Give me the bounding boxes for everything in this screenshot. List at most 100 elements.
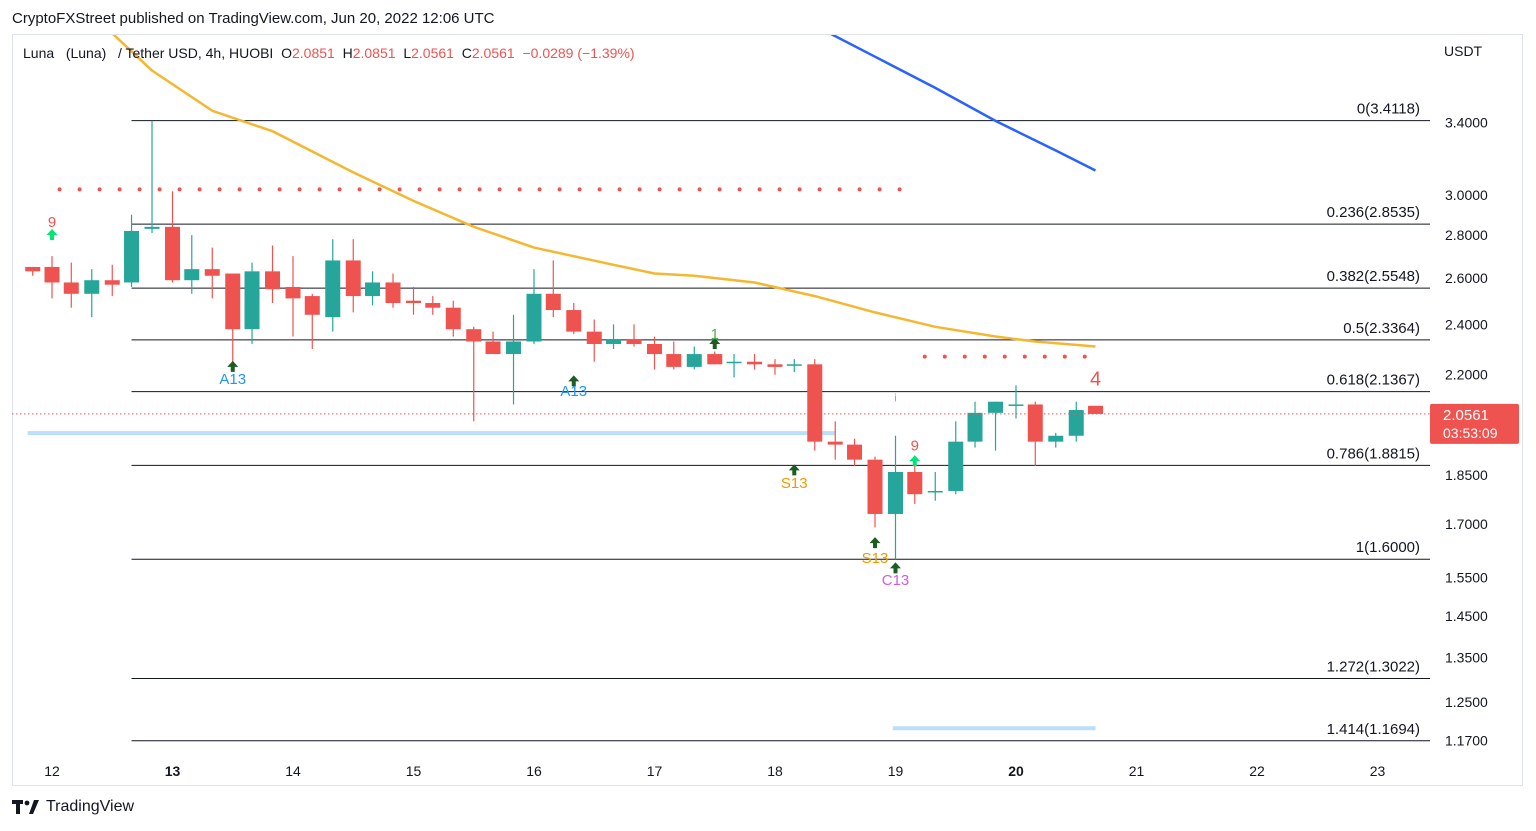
dot-row-0-dot <box>277 187 282 192</box>
candle-26-body <box>545 293 561 311</box>
candle-35-body <box>726 361 742 364</box>
candle-41-body <box>847 444 863 460</box>
signal-arrow-0 <box>46 229 58 241</box>
candle-4-body <box>104 280 120 285</box>
dot-row-0-dot <box>857 187 862 192</box>
candle-4 <box>104 264 120 297</box>
dot-row-0-dot <box>897 187 902 192</box>
dot-row-1-dot <box>1002 354 1007 359</box>
candle-45 <box>927 471 943 501</box>
y-tick-label-3: 2.6000 <box>1445 270 1488 286</box>
candle-32 <box>666 341 682 370</box>
y-tick-label-12: 1.1700 <box>1445 733 1488 749</box>
candle-20-body <box>425 303 441 308</box>
dot-row-0 <box>57 187 902 192</box>
candle-1 <box>44 256 60 299</box>
signal-label-4: S13 <box>781 475 808 492</box>
price-axis: USDT 3.4000 3.0000 2.8000 2.6000 2.4000 2.2000… <box>1430 43 1519 749</box>
dot-row-0-dot <box>797 187 802 192</box>
y-tick-label-4: 2.4000 <box>1445 316 1488 332</box>
y-tick-label-0: 3.4000 <box>1445 115 1488 131</box>
chart-frame <box>12 34 1523 786</box>
dot-row-0-dot <box>57 187 62 192</box>
dot-row-0-dot <box>477 187 482 192</box>
dot-row-1-dot <box>1042 354 1047 359</box>
dot-row-0-dot <box>157 187 162 192</box>
dot-row-0-dot <box>837 187 842 192</box>
fib-label-0: 0(3.4118) <box>1357 101 1420 118</box>
time-axis: 12 13 14 15 16 17 18 19 20 21 22 23 <box>44 763 1385 779</box>
legend-close-label: C <box>461 45 472 61</box>
candle-34-body <box>707 354 723 365</box>
signal-arrow-7 <box>909 455 921 467</box>
x-tick-label-8: 20 <box>1008 763 1024 779</box>
dot-row-1-dot <box>1082 354 1087 359</box>
plot-area: 0(3.4118) 0.236(2.8535) 0.382(2.5548) 0.5(2… <box>12 35 1430 742</box>
candle-50-body <box>1027 404 1043 442</box>
candle-38-body <box>786 364 802 366</box>
dot-row-0-dot <box>757 187 762 192</box>
candle-50 <box>1027 401 1043 466</box>
candle-5-body <box>124 230 140 283</box>
candle-16-body <box>345 260 361 297</box>
legend-high-value: 2.0851 <box>352 45 396 61</box>
dot-row-1-dot <box>1022 354 1027 359</box>
legend-high-label: H <box>342 45 353 61</box>
candle-23 <box>485 331 501 355</box>
dot-row-0-dot <box>437 187 442 192</box>
candle-25 <box>526 269 542 344</box>
dot-row-0-dot <box>217 187 222 192</box>
fib-label-3: 0.5(2.3364) <box>1343 320 1420 337</box>
dot-row-0-dot <box>517 187 522 192</box>
candle-33 <box>686 346 702 370</box>
signal-label-2: A13 <box>560 383 587 400</box>
dot-row-1-dot <box>922 354 927 359</box>
x-tick-label-0: 12 <box>44 763 60 779</box>
candle-34 <box>707 351 723 365</box>
candle-27-body <box>566 310 582 332</box>
candle-2-body <box>63 282 79 294</box>
candle-51-body <box>1048 435 1064 442</box>
candle-3 <box>84 269 100 318</box>
candle-46 <box>948 421 964 495</box>
candle-38 <box>786 359 802 373</box>
candle-13-body <box>285 286 301 299</box>
candle-37-body <box>767 364 783 367</box>
dot-row-0-dot <box>737 187 742 192</box>
dot-row-1-dot <box>962 354 967 359</box>
x-tick-label-11: 23 <box>1370 763 1386 779</box>
y-tick-label-11: 1.2500 <box>1445 694 1488 710</box>
candle-45-body <box>927 490 943 493</box>
candle-53-body <box>1088 405 1104 414</box>
signal-label-5: S13 <box>862 550 889 567</box>
dot-row-1 <box>922 354 1087 359</box>
dot-row-0-dot <box>177 187 182 192</box>
dot-row-0-dot <box>497 187 502 192</box>
candle-3-body <box>84 280 100 294</box>
candle-47 <box>967 401 983 448</box>
x-tick-label-5: 17 <box>647 763 663 779</box>
legend-low-value: 2.0561 <box>411 45 454 61</box>
tradingview-branding[interactable]: TradingView <box>12 798 134 816</box>
legend-close-value: 2.0561 <box>471 45 515 61</box>
signal-label-9: 4 <box>1090 368 1101 390</box>
candle-14-body <box>304 296 320 315</box>
candle-7-body <box>165 226 180 281</box>
dot-row-0-dot <box>557 187 562 192</box>
candle-44-body <box>907 471 923 495</box>
ohlc-legend: Luna (Luna) / Tether USD, 4h, HUOBI O2.0… <box>23 45 635 61</box>
legend-change: −0.0289 (−1.39%) <box>522 45 635 61</box>
dot-row-0-dot <box>317 187 322 192</box>
candle-10-body <box>225 273 241 330</box>
candle-24-body <box>506 341 522 355</box>
candle-8 <box>184 235 200 294</box>
candle-29 <box>606 324 622 349</box>
candle-42-body <box>867 459 883 514</box>
last-price-tag-bg <box>1430 403 1519 444</box>
candle-0 <box>25 266 41 276</box>
support-zone-0 <box>27 431 836 436</box>
y-tick-label-7: 1.7000 <box>1445 516 1488 532</box>
signal-arrow-1 <box>227 360 239 372</box>
x-tick-label-2: 14 <box>285 763 301 779</box>
